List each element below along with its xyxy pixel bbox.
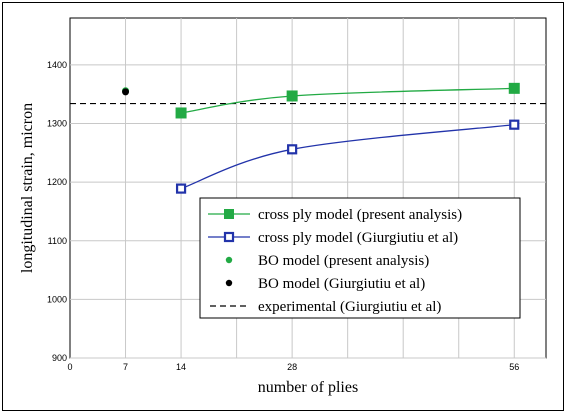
legend-label: BO model (present analysis)	[258, 253, 429, 269]
y-tick-label: 900	[52, 353, 67, 363]
marker-open-square	[287, 144, 298, 155]
y-axis-ticks: 900 1000 1100 1200 1300 1400	[47, 60, 67, 363]
legend-label: BO model (Giurgiutiu et al)	[258, 276, 425, 292]
x-tick-label: 7	[123, 362, 128, 372]
marker-filled-square	[175, 107, 187, 119]
legend-box	[199, 197, 521, 319]
y-axis-label: longitudinal strain, micron	[19, 103, 36, 273]
marker-filled-square	[508, 82, 520, 94]
x-axis-label: number of plies	[258, 379, 358, 396]
legend-item: cross ply model (Giurgiutiu et al)	[208, 230, 458, 246]
series-line-1	[180, 124, 515, 190]
legend-item: cross ply model (present analysis)	[208, 207, 462, 223]
series-lines	[180, 87, 515, 190]
legend: cross ply model (present analysis) cross …	[199, 197, 521, 319]
marker-open-square	[175, 183, 187, 194]
legend-label: experimental (Giurgiutiu et al)	[258, 299, 441, 315]
legend-swatch-marker	[225, 279, 233, 287]
marker-filled-square	[286, 90, 298, 102]
legend-swatch-marker	[225, 256, 233, 264]
y-tick-label: 1400	[47, 60, 67, 70]
legend-label: cross ply model (Giurgiutiu et al)	[258, 230, 458, 246]
x-axis-ticks: 0 7 14 28 56	[67, 362, 519, 372]
x-tick-label: 14	[176, 362, 186, 372]
x-tick-label: 0	[67, 362, 72, 372]
legend-label: cross ply model (present analysis)	[258, 207, 462, 223]
legend-item: BO model (present analysis)	[225, 253, 429, 269]
x-tick-label: 56	[509, 362, 519, 372]
legend-item: experimental (Giurgiutiu et al)	[210, 299, 441, 315]
x-tick-label: 28	[287, 362, 297, 372]
legend-swatch-marker	[223, 231, 235, 243]
marker-open-square	[509, 119, 520, 130]
y-tick-label: 1200	[47, 177, 67, 187]
series-line-0	[180, 87, 515, 114]
legend-item: BO model (Giurgiutiu et al)	[225, 276, 425, 292]
y-tick-label: 1300	[47, 119, 67, 129]
y-tick-label: 1100	[48, 236, 67, 246]
y-tick-label: 1000	[47, 294, 67, 304]
marker-dot	[122, 88, 130, 96]
data-markers	[122, 82, 520, 194]
legend-swatch-marker	[224, 209, 234, 219]
